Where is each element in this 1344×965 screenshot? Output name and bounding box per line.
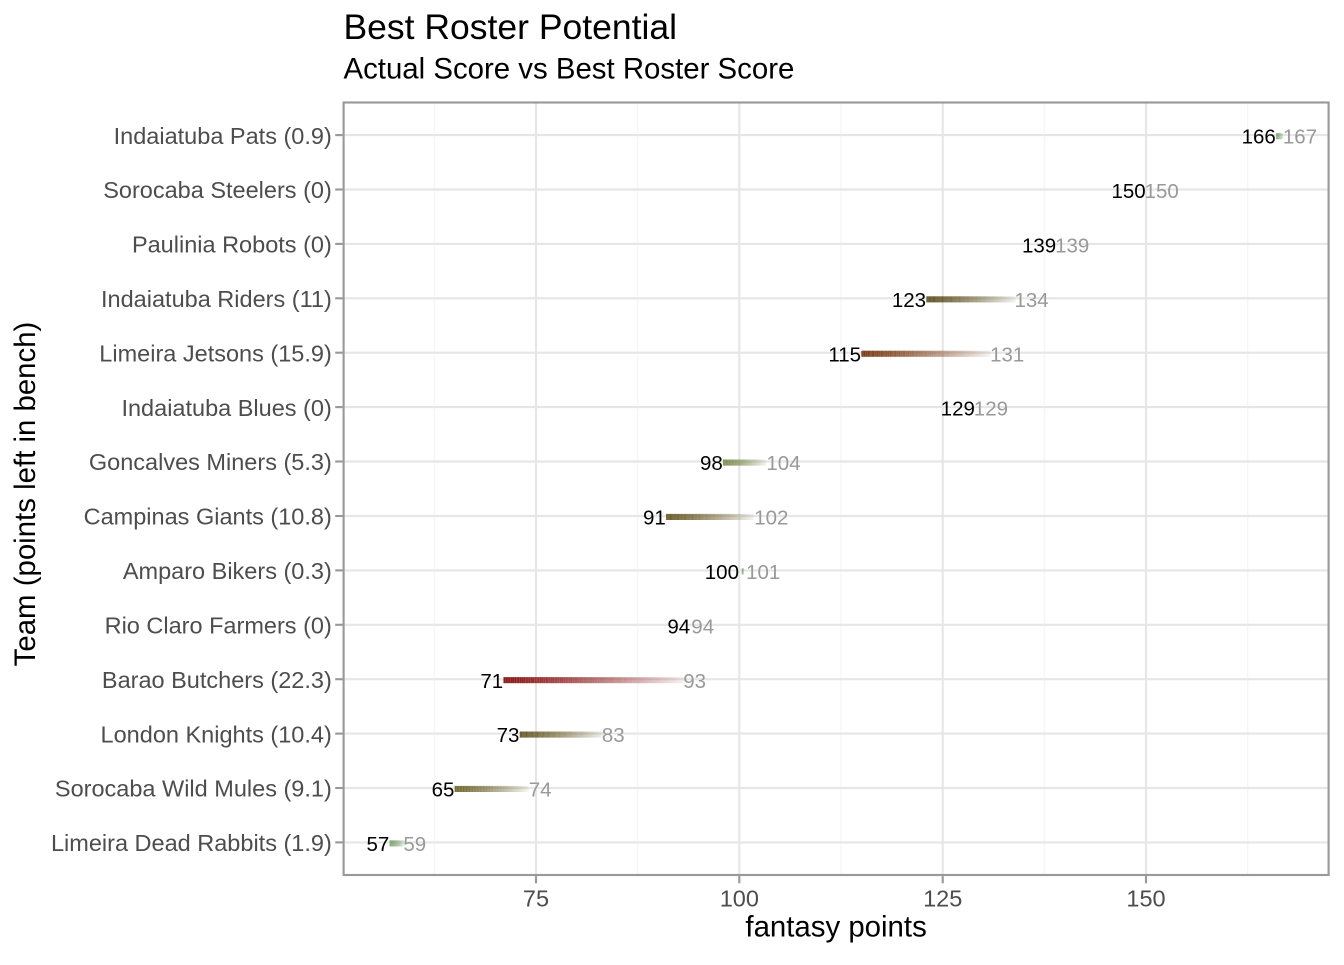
svg-text:Indaiatuba Riders (11): Indaiatuba Riders (11)	[101, 286, 332, 312]
svg-text:59: 59	[403, 833, 426, 856]
svg-text:101: 101	[746, 561, 780, 584]
svg-text:65: 65	[432, 779, 455, 802]
svg-text:100: 100	[720, 886, 759, 912]
svg-text:74: 74	[529, 779, 552, 802]
svg-text:150: 150	[1126, 886, 1165, 912]
svg-text:100: 100	[705, 561, 739, 584]
svg-text:104: 104	[766, 452, 800, 475]
svg-text:73: 73	[497, 724, 520, 747]
svg-text:129: 129	[941, 398, 975, 421]
svg-text:Goncalves Miners (5.3): Goncalves Miners (5.3)	[89, 449, 332, 475]
svg-text:Indaiatuba Blues (0): Indaiatuba Blues (0)	[121, 395, 331, 421]
svg-text:125: 125	[923, 886, 962, 912]
svg-text:94: 94	[691, 615, 714, 638]
svg-text:Paulinia Robots (0): Paulinia Robots (0)	[132, 232, 332, 258]
svg-text:93: 93	[683, 670, 706, 693]
svg-text:123: 123	[892, 289, 926, 312]
svg-text:Barao Butchers (22.3): Barao Butchers (22.3)	[102, 667, 332, 693]
svg-text:Amparo Bikers (0.3): Amparo Bikers (0.3)	[123, 558, 332, 584]
svg-text:139: 139	[1022, 235, 1056, 258]
svg-text:fantasy points: fantasy points	[745, 910, 926, 943]
svg-text:Limeira Jetsons (15.9): Limeira Jetsons (15.9)	[99, 340, 332, 366]
svg-text:Sorocaba Steelers (0): Sorocaba Steelers (0)	[103, 177, 332, 203]
svg-text:London Knights (10.4): London Knights (10.4)	[101, 721, 332, 747]
svg-text:Actual Score vs Best Roster Sc: Actual Score vs Best Roster Score	[344, 52, 795, 85]
svg-text:57: 57	[366, 833, 389, 856]
svg-text:115: 115	[828, 343, 861, 366]
svg-text:129: 129	[974, 398, 1008, 421]
svg-text:Sorocaba Wild Mules (9.1): Sorocaba Wild Mules (9.1)	[55, 776, 332, 802]
svg-text:102: 102	[754, 507, 788, 530]
svg-text:134: 134	[1015, 289, 1049, 312]
svg-text:139: 139	[1055, 235, 1089, 258]
svg-text:150: 150	[1111, 180, 1145, 203]
svg-text:131: 131	[990, 343, 1024, 366]
svg-text:94: 94	[667, 615, 690, 638]
svg-text:167: 167	[1283, 126, 1317, 149]
svg-text:71: 71	[480, 670, 503, 693]
svg-text:Best Roster Potential: Best Roster Potential	[344, 7, 677, 47]
svg-text:Campinas Giants (10.8): Campinas Giants (10.8)	[84, 504, 332, 530]
svg-text:98: 98	[700, 452, 723, 475]
svg-text:Indaiatuba Pats (0.9): Indaiatuba Pats (0.9)	[114, 123, 332, 149]
svg-text:75: 75	[523, 886, 549, 912]
svg-text:83: 83	[602, 724, 625, 747]
svg-text:Limeira Dead Rabbits (1.9): Limeira Dead Rabbits (1.9)	[51, 830, 332, 856]
svg-text:91: 91	[643, 507, 666, 530]
svg-text:166: 166	[1242, 126, 1276, 149]
svg-text:Rio Claro Farmers (0): Rio Claro Farmers (0)	[105, 613, 332, 639]
svg-text:Team (points left in bench): Team (points left in bench)	[9, 322, 42, 667]
svg-text:150: 150	[1145, 180, 1179, 203]
